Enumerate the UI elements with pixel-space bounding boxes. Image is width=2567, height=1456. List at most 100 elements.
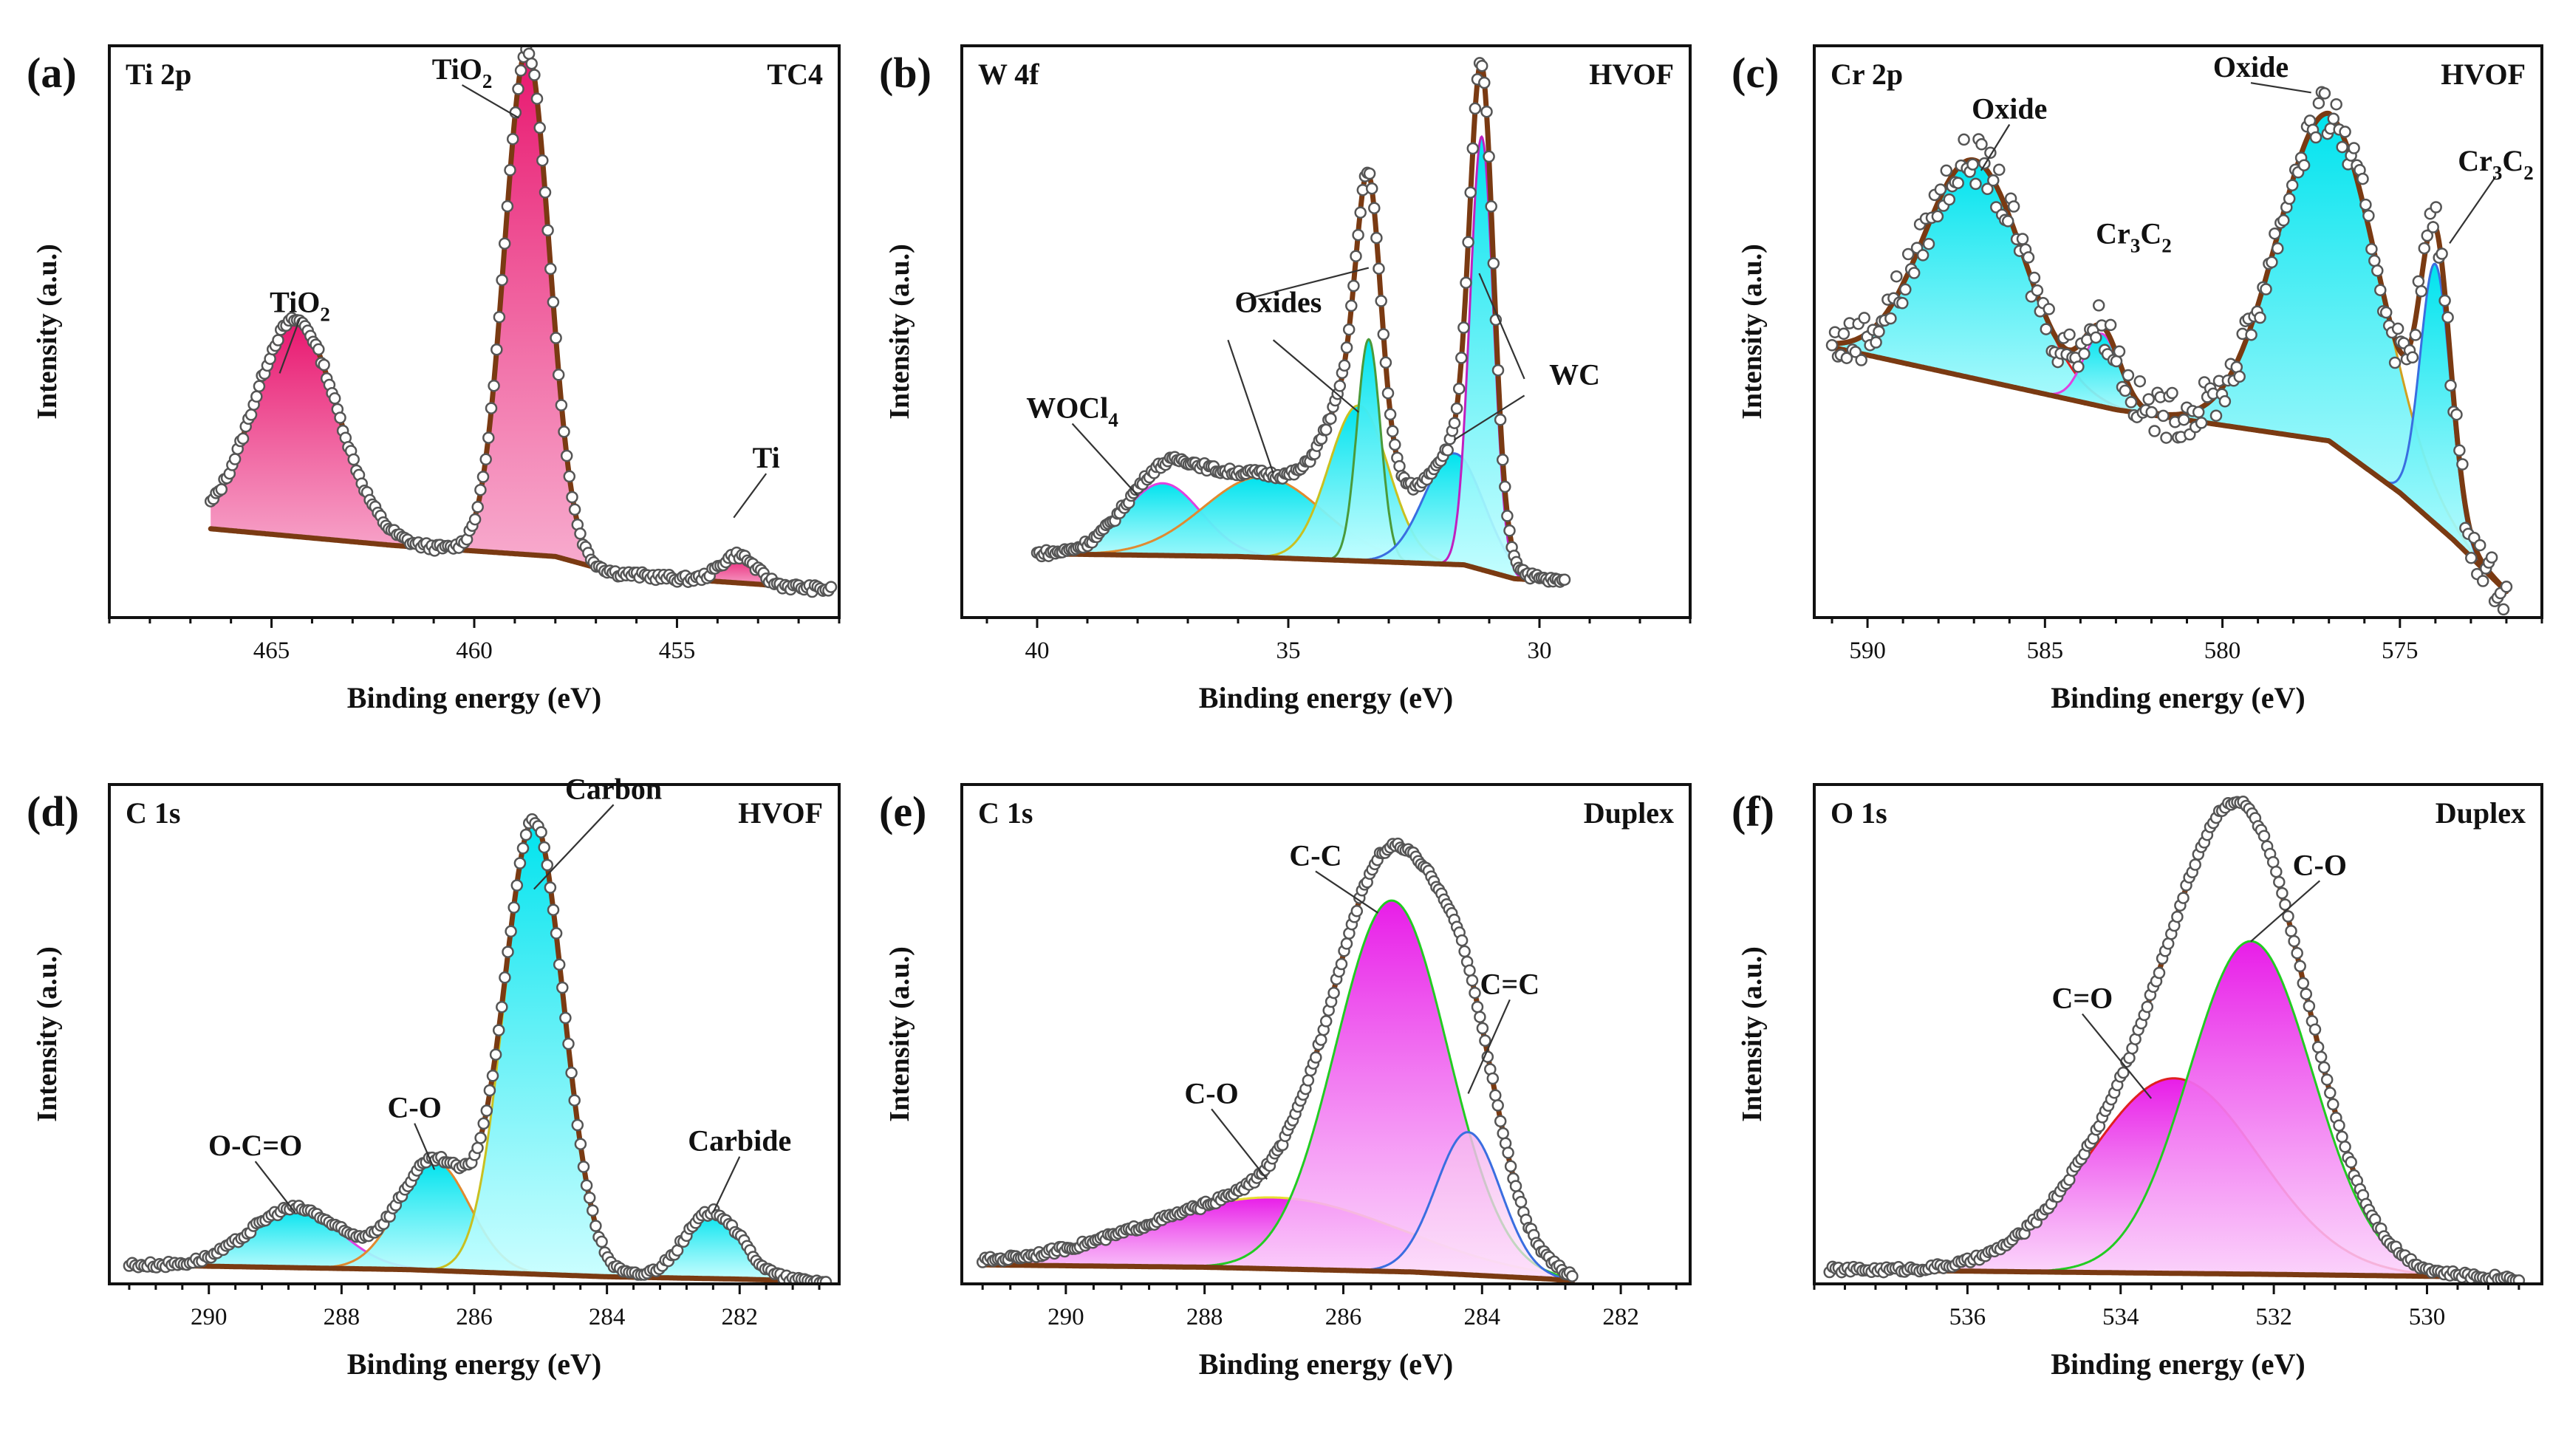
data-point (560, 449, 573, 462)
data-point (1497, 1127, 1509, 1140)
data-point (2330, 98, 2342, 111)
annotation-label: C-C (1289, 838, 1341, 872)
data-point (2078, 347, 2091, 360)
data-point (1975, 138, 1988, 151)
data-point (2379, 306, 2393, 319)
data-point (482, 431, 495, 444)
data-point (1837, 327, 1850, 341)
data-point (485, 402, 498, 414)
data-point (471, 1141, 484, 1155)
peak-tio2 (211, 320, 607, 571)
data-point (1469, 102, 1482, 115)
data-point (1350, 905, 1364, 917)
data-point (1501, 510, 1514, 522)
annotation-pointer (461, 84, 519, 119)
data-point (1890, 270, 1903, 283)
data-point (2438, 294, 2451, 307)
panel-condition: HVOF (1589, 58, 1674, 91)
data-point (2040, 323, 2053, 335)
data-point (522, 47, 536, 60)
x-tick-label: 284 (589, 1304, 626, 1330)
x-tick-label: 290 (1047, 1304, 1084, 1330)
data-point (1486, 1072, 1500, 1085)
data-point (1981, 182, 1994, 196)
x-tick-label: 580 (2204, 638, 2241, 664)
data-point (1907, 267, 1921, 279)
annotation-subscript: 4 (1108, 409, 1118, 431)
data-point (1368, 202, 1381, 214)
data-point (2291, 946, 2303, 960)
annotation-subscript: 3 (2130, 234, 2141, 256)
data-point (1342, 323, 1356, 336)
data-point (1901, 247, 1915, 261)
data-point (1566, 1270, 1579, 1282)
data-point (533, 121, 546, 134)
data-point (2113, 345, 2126, 358)
peak-oxide (1832, 160, 2349, 456)
data-point (1475, 59, 1488, 72)
data-point (2031, 284, 2044, 297)
data-point (1319, 423, 1333, 437)
annotation-label: Cr3C2 (2458, 144, 2534, 184)
data-point (1466, 142, 1480, 155)
data-point (245, 409, 258, 421)
data-point (272, 334, 284, 346)
data-point (489, 1048, 502, 1061)
data-point (1363, 167, 1376, 180)
annotation-label: Carbide (688, 1124, 791, 1158)
data-point (1485, 200, 1497, 213)
axes-frame (1813, 783, 2543, 1285)
data-point (479, 453, 492, 466)
data-point (1509, 1180, 1522, 1192)
data-point (544, 262, 557, 276)
data-point (1922, 237, 1935, 250)
annotation-pointer (2449, 176, 2497, 245)
data-point (1463, 964, 1476, 977)
panel-title: Ti 2p (126, 58, 191, 91)
data-point (2412, 275, 2425, 288)
data-point (1840, 352, 1853, 364)
x-tick-label: 590 (1849, 638, 1886, 664)
panel-title: C 1s (126, 796, 180, 830)
data-point (1379, 356, 1392, 369)
data-point (2063, 328, 2076, 341)
data-point (228, 453, 242, 465)
x-tick-label: 40 (1025, 638, 1050, 664)
annotation-subscript: 2 (2161, 234, 2172, 256)
data-point (1460, 276, 1472, 289)
data-point (1469, 986, 1481, 999)
data-point (2314, 1050, 2328, 1064)
data-point (2277, 214, 2290, 227)
data-point (2273, 875, 2286, 889)
panel-condition: HVOF (738, 796, 823, 830)
data-point (2388, 356, 2402, 369)
x-axis-label: Binding energy (eV) (1199, 1347, 1453, 1381)
y-axis-label: Intensity (a.u.) (1737, 244, 1768, 420)
y-axis-label: Intensity (a.u.) (884, 946, 915, 1122)
data-point (334, 411, 346, 424)
panel-label: (b) (879, 49, 932, 97)
annotation-text: C=C (1480, 967, 1540, 1000)
annotation-label: C-O (2293, 848, 2347, 881)
data-point (2444, 379, 2457, 392)
data-point (516, 842, 530, 855)
panel-title: O 1s (1831, 796, 1887, 830)
data-point (483, 1084, 496, 1097)
annotation-label: C-O (387, 1091, 441, 1124)
panel-title: Cr 2p (1831, 58, 1903, 91)
annotation-text: C-O (1184, 1076, 1238, 1110)
data-point (2257, 830, 2271, 842)
x-axis-label: Binding energy (eV) (2051, 1347, 2305, 1381)
annotation-text: TiO (270, 286, 320, 319)
data-point (1333, 380, 1347, 392)
data-point (1952, 177, 1964, 189)
peak-cr3c2 (1966, 333, 2238, 428)
data-point (1993, 163, 2006, 177)
annotation-text: O-C=O (208, 1129, 302, 1162)
plot-area (976, 837, 1579, 1284)
data-point (541, 858, 554, 872)
panel-a: 465 460 455 Binding energy (eV) Intensity (a… (27, 44, 841, 714)
data-point (574, 527, 587, 540)
annotation-pointer (2250, 880, 2321, 943)
